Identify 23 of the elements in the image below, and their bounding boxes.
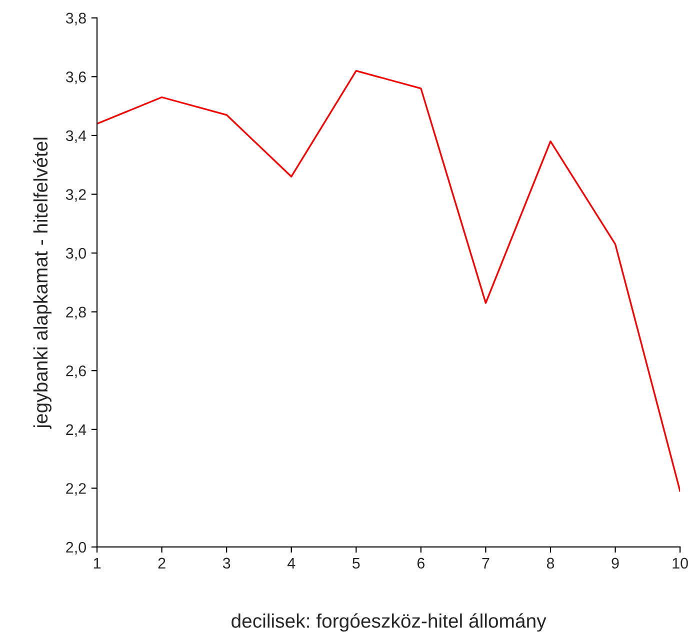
- y-tick-label: 3,8: [66, 12, 86, 26]
- x-tick-label: 4: [287, 558, 296, 568]
- y-tick-label: 2,2: [66, 483, 86, 496]
- x-tick-label: 3: [222, 558, 230, 569]
- y-tick-label: 2,4: [66, 424, 86, 437]
- x-tick-label: 1: [94, 558, 101, 568]
- x-tick-label: 5: [352, 558, 360, 569]
- x-axis-title: decilisek: forgóeszköz-hitel állomány: [232, 613, 546, 632]
- y-tick-label: 2,8: [66, 306, 86, 320]
- x-tick-label: 8: [546, 558, 554, 569]
- y-axis-title: jegybanki alapkamat - hitelfelvétel: [33, 138, 52, 429]
- y-tick-label: 3,6: [66, 72, 86, 84]
- x-tick-label: 2: [158, 558, 166, 568]
- x-tick-label: 7: [482, 558, 490, 568]
- y-tick-label: 3,2: [66, 189, 86, 202]
- x-tick-label: 6: [417, 558, 425, 569]
- x-tick-label: 9: [612, 558, 619, 569]
- y-tick-label: 2,6: [66, 365, 86, 378]
- y-tick-label: 2,0: [66, 542, 86, 554]
- line-series: [97, 70, 680, 492]
- x-tick-label: 10: [672, 558, 688, 569]
- y-tick-label: 3,4: [66, 130, 86, 143]
- y-tick-label: 3,0: [66, 248, 86, 261]
